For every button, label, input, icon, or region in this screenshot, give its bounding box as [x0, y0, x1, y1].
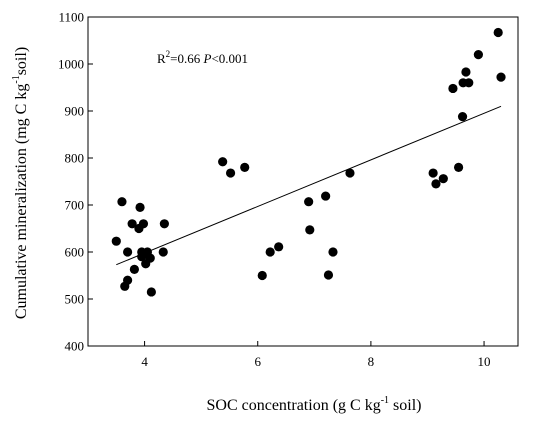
- data-point: [123, 275, 133, 285]
- x-tick-label: 4: [141, 354, 148, 369]
- data-point: [428, 168, 438, 178]
- data-point: [345, 168, 355, 178]
- data-point: [438, 174, 448, 184]
- y-axis-title: Cumulative mineralization (mg C kg-1soil…: [11, 47, 30, 319]
- y-tick-label: 900: [65, 104, 85, 119]
- data-point: [218, 157, 228, 167]
- data-point: [138, 219, 149, 229]
- data-point: [240, 162, 250, 172]
- data-point: [328, 247, 338, 257]
- data-point: [493, 27, 503, 38]
- data-point: [496, 72, 506, 82]
- y-tick-label: 400: [65, 339, 85, 354]
- x-tick-label: 8: [368, 354, 375, 369]
- data-point: [305, 225, 315, 235]
- data-point: [431, 179, 441, 189]
- y-tick-label: 800: [65, 151, 85, 166]
- y-tick-label: 600: [65, 245, 85, 260]
- data-point: [453, 162, 464, 172]
- trendline: [116, 105, 502, 266]
- data-point: [265, 247, 275, 257]
- x-axis: 4 6 8 10: [141, 341, 491, 369]
- data-point: [321, 191, 331, 201]
- data-point: [457, 112, 468, 122]
- x-tick-label: 10: [478, 354, 491, 369]
- data-point: [274, 242, 284, 252]
- data-point: [464, 78, 474, 88]
- data-point: [304, 197, 314, 207]
- data-points: [111, 27, 506, 297]
- data-point: [323, 270, 334, 280]
- data-point: [135, 202, 145, 212]
- y-tick-label: 1000: [58, 57, 84, 72]
- y-axis: 400 500 600 700 800 900 1000 1100: [58, 10, 93, 354]
- data-point: [146, 287, 156, 297]
- y-tick-label: 700: [65, 198, 85, 213]
- data-point: [225, 168, 236, 178]
- data-point: [257, 270, 267, 281]
- plot-area: [87, 16, 519, 347]
- data-point: [129, 264, 139, 274]
- y-tick-label: 1100: [58, 10, 84, 25]
- data-point: [117, 197, 127, 207]
- data-point: [111, 236, 121, 246]
- x-axis-title: SOC concentration (g C kg-1 soil): [207, 395, 422, 414]
- x-tick-label: 6: [254, 354, 261, 369]
- data-point: [159, 219, 169, 229]
- y-tick-label: 500: [65, 292, 85, 307]
- data-point: [158, 247, 168, 257]
- data-point: [473, 50, 483, 60]
- data-point: [448, 83, 458, 94]
- data-point: [145, 253, 155, 263]
- data-point: [127, 219, 137, 229]
- r-squared-annotation: R2=0.66 P<0.001: [157, 49, 248, 66]
- plot-frame: [87, 16, 519, 347]
- trendline-group: [116, 105, 502, 266]
- data-point: [123, 247, 133, 257]
- data-point: [461, 67, 471, 77]
